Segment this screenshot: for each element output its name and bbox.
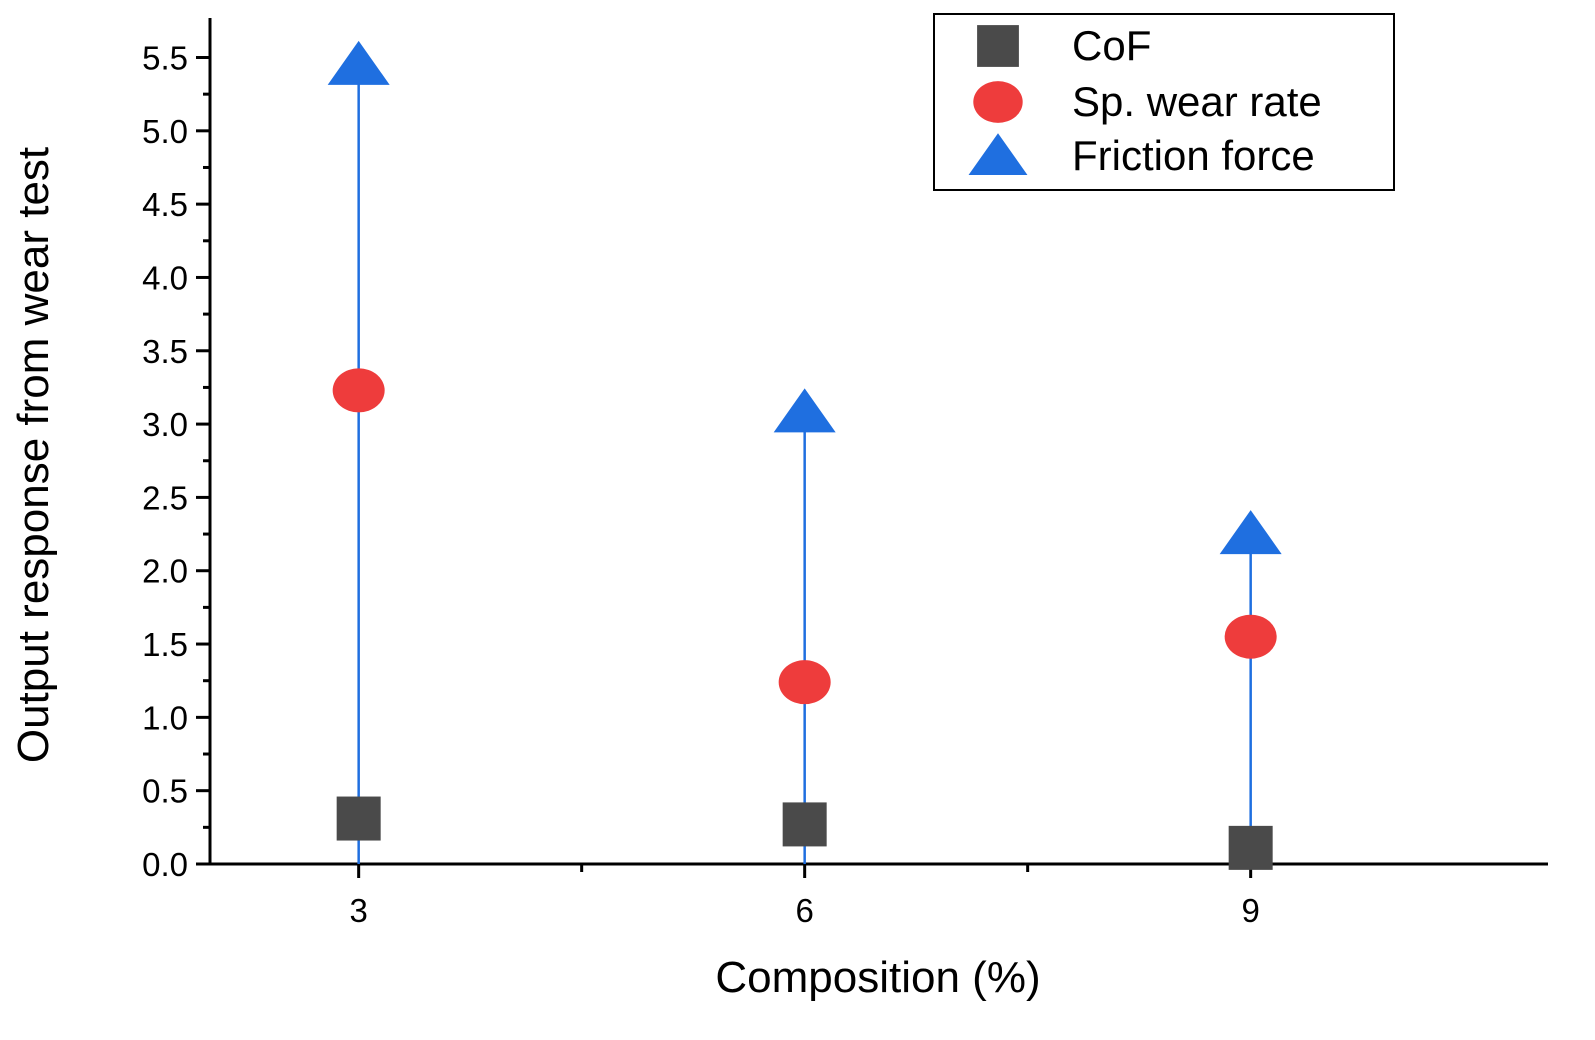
- y-tick-label: 1.5: [142, 626, 188, 663]
- y-tick-label: 2.5: [142, 479, 188, 516]
- sp-wear-rate-point: [778, 660, 831, 705]
- x-axis-title: Composition (%): [715, 953, 1040, 1002]
- legend-friction-force-marker: [968, 133, 1028, 175]
- sp-wear-rate-point: [332, 368, 385, 413]
- drop-lines: [357, 64, 1252, 864]
- data-marks: [327, 40, 1282, 870]
- axes: [208, 18, 1548, 866]
- legend-sp-wear-rate-marker: [973, 81, 1023, 123]
- y-tick-label: 5.5: [142, 40, 188, 77]
- y-axis-title: Output response from wear test: [9, 147, 58, 763]
- y-tick-label: 4.0: [142, 259, 188, 296]
- cof-point: [336, 796, 381, 841]
- x-tick-label: 6: [795, 892, 813, 929]
- ticks: 0.0 0.5 1.0 1.5 2.0 2.5 3.0 3.5 4.0 4.5 5.0 5.5 3 6 9: [142, 40, 1260, 930]
- cof-point: [1228, 825, 1273, 870]
- y-tick-label: 0.0: [142, 846, 188, 883]
- friction-force-point: [773, 388, 836, 433]
- legend-sp-wear-rate-label: Sp. wear rate: [1072, 78, 1322, 125]
- legend-cof-label: CoF: [1072, 22, 1151, 69]
- y-tick-label: 3.0: [142, 406, 188, 443]
- friction-force-point: [1219, 510, 1282, 555]
- y-tick-label: 5.0: [142, 113, 188, 150]
- legend: CoF Sp. wear rate Friction force: [933, 13, 1395, 191]
- y-tick-label: 2.0: [142, 553, 188, 590]
- friction-force-point: [327, 40, 390, 85]
- sp-wear-rate-point: [1224, 614, 1277, 659]
- cof-point: [782, 802, 827, 847]
- y-tick-label: 0.5: [142, 773, 188, 810]
- y-tick-label: 3.5: [142, 333, 188, 370]
- legend-friction-force-label: Friction force: [1072, 132, 1315, 179]
- y-tick-label: 4.5: [142, 186, 188, 223]
- x-tick-label: 9: [1241, 892, 1259, 929]
- y-tick-label: 1.0: [142, 699, 188, 736]
- legend-cof-marker: [977, 25, 1019, 67]
- x-tick-label: 3: [349, 892, 367, 929]
